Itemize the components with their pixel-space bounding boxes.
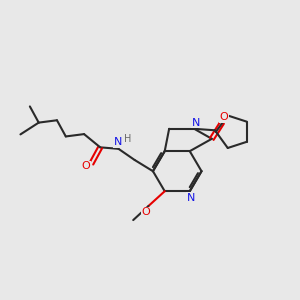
Text: N: N [191,118,200,128]
Text: O: O [220,112,229,122]
Text: H: H [124,134,131,144]
Text: N: N [187,193,195,203]
Text: O: O [141,207,150,218]
Text: N: N [114,137,122,147]
Text: O: O [82,161,91,172]
